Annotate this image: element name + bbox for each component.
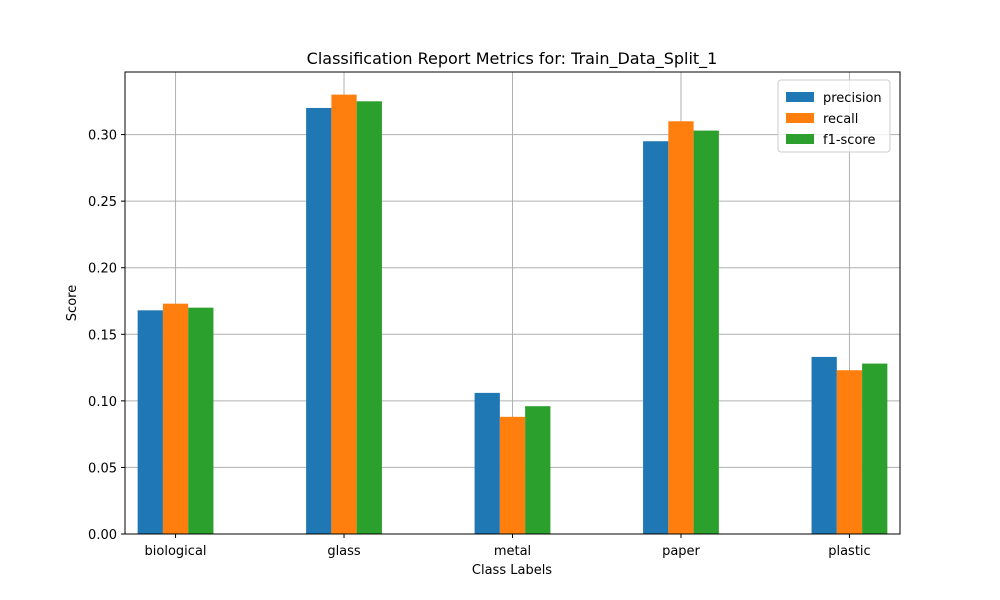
bar-precision-metal — [474, 392, 500, 534]
bar-recall-plastic — [836, 370, 863, 534]
x-tick-label: metal — [494, 544, 531, 559]
y-tick-label: 0.00 — [88, 528, 117, 543]
bar-recall-metal — [499, 416, 526, 534]
y-tick-label: 0.30 — [88, 129, 117, 144]
bar-recall-biological — [162, 303, 189, 534]
x-tick-label: glass — [327, 544, 361, 559]
legend-label-f1-score: f1-score — [823, 133, 875, 148]
x-axis-title: Class Labels — [472, 563, 552, 578]
y-tick-label: 0.15 — [88, 328, 117, 343]
x-axis-ticks: biological glass metal paper plastic — [145, 534, 871, 559]
bar-f1-score-biological — [188, 307, 214, 534]
legend: precision recall f1-score — [777, 79, 891, 153]
legend-label-precision: precision — [823, 91, 882, 106]
bar-precision-biological — [137, 310, 163, 534]
bar-f1-score-metal — [525, 406, 551, 534]
bar-f1-score-glass — [356, 101, 382, 534]
y-tick-label: 0.10 — [88, 395, 117, 410]
bar-recall-glass — [331, 94, 357, 534]
legend-swatch-recall — [786, 113, 814, 123]
bar-f1-score-plastic — [862, 363, 888, 534]
bars — [137, 94, 888, 535]
bar-f1-score-paper — [693, 130, 719, 534]
legend-swatch-precision — [786, 92, 814, 102]
y-axis-title: Score — [65, 285, 80, 321]
x-tick-label: paper — [662, 544, 700, 559]
bar-recall-paper — [668, 121, 694, 535]
y-tick-label: 0.20 — [88, 262, 117, 277]
x-tick-label: biological — [145, 544, 207, 559]
bar-precision-plastic — [811, 356, 837, 534]
y-tick-label: 0.05 — [88, 461, 117, 476]
bar-precision-paper — [643, 141, 669, 534]
chart-title: Classification Report Metrics for: Train… — [307, 49, 718, 69]
bar-precision-glass — [306, 107, 332, 535]
x-tick-label: plastic — [828, 544, 870, 559]
legend-label-recall: recall — [823, 112, 858, 127]
y-axis-ticks: 0.00 0.05 0.10 0.15 0.20 0.25 0.30 — [88, 129, 125, 543]
legend-swatch-f1-score — [786, 134, 814, 144]
y-tick-label: 0.25 — [88, 195, 117, 210]
